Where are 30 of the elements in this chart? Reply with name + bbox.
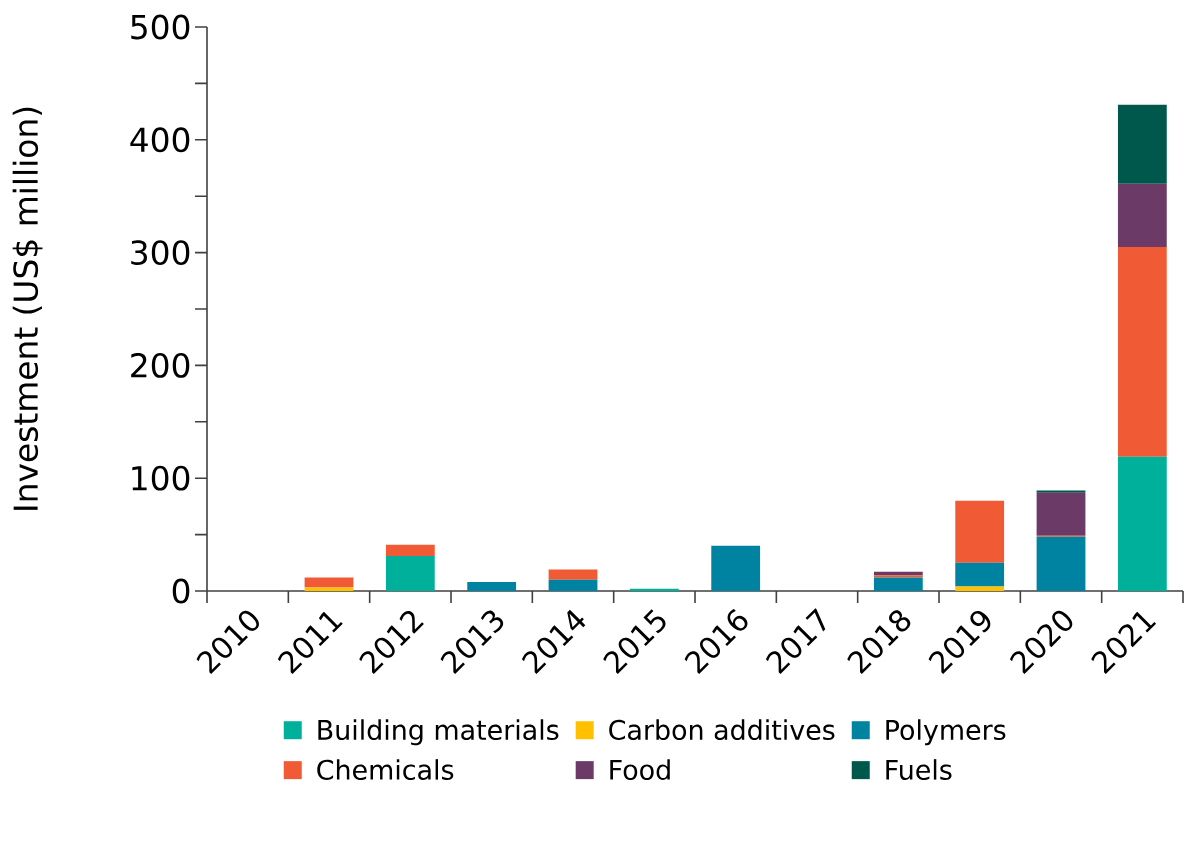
y-tick-label: 200 bbox=[131, 352, 190, 378]
y-tick-label: 500 bbox=[131, 14, 190, 40]
legend-label: Polymers bbox=[886, 719, 1006, 746]
bar bbox=[548, 569, 598, 580]
bar bbox=[304, 577, 354, 588]
bar bbox=[1036, 536, 1086, 591]
legend-label: Chemicals bbox=[317, 759, 454, 780]
y-tick-label: 300 bbox=[131, 240, 190, 266]
bar bbox=[873, 577, 923, 591]
y-tick-label: 0 bbox=[172, 578, 190, 604]
legend-label: Carbon additives bbox=[609, 719, 835, 741]
y-tick-label: 100 bbox=[132, 465, 190, 491]
legend-label: Building materials bbox=[318, 719, 559, 746]
bar bbox=[955, 500, 1005, 563]
y-tick-label: 400 bbox=[130, 127, 190, 153]
y-axis-title: Investment (US$ million) bbox=[12, 107, 43, 510]
legend-label: Fuels bbox=[886, 759, 952, 780]
bar bbox=[385, 544, 435, 557]
bar bbox=[955, 586, 1005, 591]
bar bbox=[1036, 492, 1086, 536]
legend-label: Food bbox=[610, 759, 670, 780]
bar bbox=[1117, 246, 1167, 457]
bar bbox=[955, 562, 1005, 587]
bar bbox=[467, 581, 517, 591]
bar bbox=[1117, 104, 1167, 184]
bar bbox=[1117, 456, 1167, 591]
bar bbox=[1117, 183, 1167, 247]
bar bbox=[548, 579, 598, 591]
bar bbox=[385, 556, 435, 591]
bar bbox=[711, 545, 761, 591]
